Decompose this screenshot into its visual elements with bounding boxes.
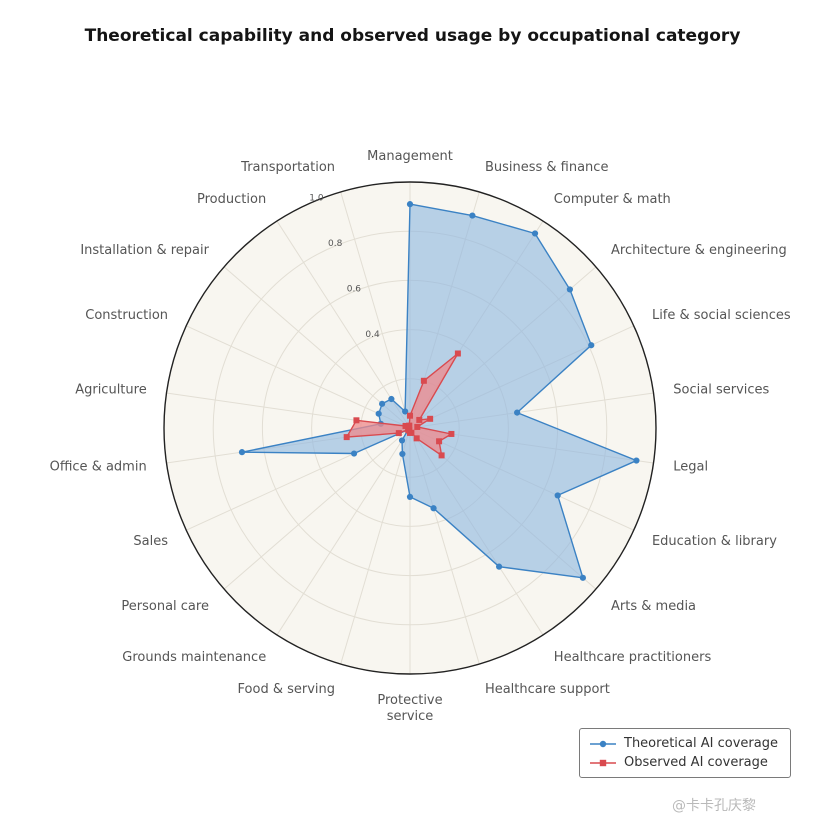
data-point-theoretical	[633, 457, 640, 464]
data-point-theoretical	[238, 449, 246, 456]
data-point-theoretical	[402, 408, 409, 415]
data-point-observed	[427, 415, 434, 422]
data-point-theoretical	[406, 493, 414, 500]
category-label: Healthcare practitioners	[554, 650, 712, 665]
category-label: Arts & media	[611, 599, 696, 614]
data-point-observed	[413, 435, 420, 442]
category-label: Food & serving	[238, 682, 336, 697]
data-point-observed	[438, 452, 445, 459]
category-label: Personal care	[121, 599, 209, 614]
category-label: Business & finance	[485, 160, 609, 175]
grid-spoke	[223, 427, 411, 590]
radial-tick-label: 0.4	[365, 330, 380, 340]
category-label: Social services	[673, 382, 769, 397]
category-label: Agriculture	[75, 382, 147, 397]
data-point-theoretical	[566, 286, 573, 293]
radar-outer-border	[163, 181, 657, 675]
data-point-observed	[448, 430, 455, 437]
legend-label-theoretical: Theoretical AI coverage	[624, 736, 778, 751]
grid-spoke	[340, 427, 411, 665]
chart-title: Theoretical capability and observed usag…	[84, 26, 741, 46]
legend-marker-theoretical	[590, 740, 616, 747]
data-point-observed	[395, 430, 402, 437]
grid-spoke	[340, 191, 411, 429]
category-label: Healthcare support	[485, 682, 610, 697]
data-point-theoretical	[514, 409, 521, 416]
category-label: Legal	[673, 460, 708, 475]
data-point-theoretical	[554, 492, 561, 499]
category-label: Transportation	[240, 160, 335, 175]
data-point-observed	[454, 350, 461, 357]
radial-tick-label: 1.0	[309, 193, 324, 203]
data-point-observed	[416, 416, 423, 423]
data-point-theoretical	[350, 450, 358, 457]
data-point-theoretical	[531, 230, 539, 237]
grid-spoke	[276, 427, 411, 636]
grid-spoke	[186, 325, 411, 429]
data-point-theoretical	[399, 450, 406, 458]
data-point-observed	[353, 417, 360, 424]
data-point-theoretical	[375, 410, 382, 417]
category-label: Office & admin	[50, 460, 147, 475]
category-label: Protective service	[377, 693, 442, 724]
data-point-theoretical	[388, 395, 395, 403]
data-point-observed	[407, 412, 413, 419]
legend-entry-theoretical: Theoretical AI coverage	[590, 734, 790, 753]
data-point-observed	[420, 377, 427, 384]
data-point-observed	[405, 426, 412, 433]
data-point-theoretical	[379, 400, 386, 407]
data-point-theoretical	[469, 212, 476, 219]
grid-spoke	[276, 220, 411, 429]
data-point-theoretical	[430, 505, 437, 512]
data-point-theoretical	[406, 201, 414, 208]
category-label: Installation & repair	[80, 243, 209, 258]
data-point-observed	[436, 438, 443, 445]
grid-spoke	[223, 266, 411, 429]
data-point-theoretical	[579, 574, 587, 581]
legend-entry-observed: Observed AI coverage	[590, 753, 790, 772]
watermark: @卡卡孔庆黎	[672, 798, 756, 814]
data-point-theoretical	[496, 563, 503, 570]
data-point-theoretical	[398, 437, 406, 444]
legend-label-observed: Observed AI coverage	[624, 755, 768, 770]
data-point-observed	[406, 422, 413, 429]
category-label: Architecture & engineering	[611, 243, 787, 258]
category-label: Grounds maintenance	[122, 650, 266, 665]
category-label: Life & social sciences	[652, 308, 791, 323]
category-label: Construction	[85, 308, 168, 323]
data-point-theoretical	[588, 342, 595, 349]
radial-tick-label: 0.6	[347, 284, 362, 294]
category-label: Production	[197, 192, 266, 207]
category-label: Education & library	[652, 534, 777, 549]
category-label: Computer & math	[554, 192, 671, 207]
data-point-observed	[343, 434, 350, 441]
radial-tick-label: 0.8	[328, 239, 343, 249]
data-point-observed	[414, 423, 421, 430]
category-label: Management	[367, 149, 453, 164]
category-label: Sales	[133, 534, 168, 549]
chart-legend: Theoretical AI coverage Observed AI cove…	[579, 728, 791, 778]
legend-marker-observed	[590, 759, 616, 766]
